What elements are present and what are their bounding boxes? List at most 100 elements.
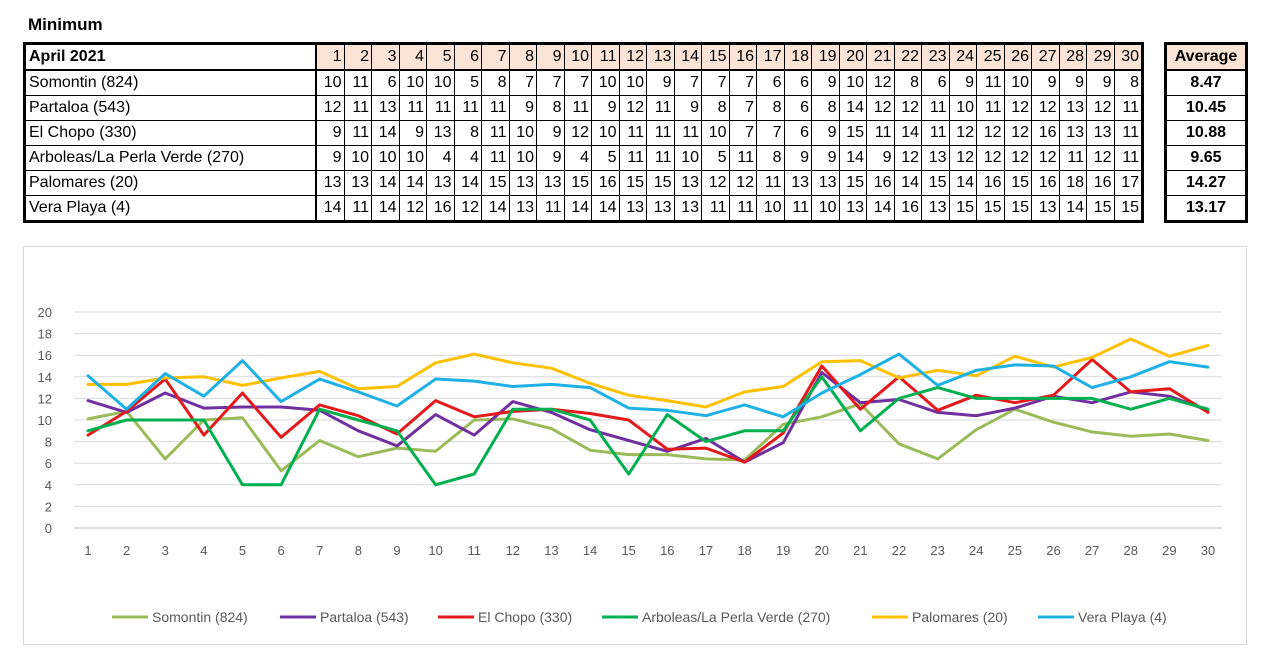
table-cell: 10 (426, 69, 455, 96)
day-header: 23 (921, 43, 950, 71)
table-cell: 14 (948, 170, 977, 196)
table-cell: 11 (481, 120, 510, 146)
table-cell: 15 (921, 170, 950, 196)
day-header: 30 (1113, 43, 1143, 71)
x-tick-label: 24 (969, 543, 983, 558)
table-cell: 11 (343, 95, 372, 121)
table-cell: 15 (1003, 195, 1032, 222)
table-row: Palomares (20) 13 13 14 14 13 14 15 13 13 15 16 15 15… (24, 170, 1143, 196)
table-cell: 9 (1058, 69, 1087, 96)
table-cell: 10 (838, 69, 867, 96)
table-cell: 15 (646, 170, 675, 196)
legend-label: El Chopo (330) (478, 609, 572, 625)
day-header: 14 (673, 43, 702, 71)
table-cell: 10 (315, 69, 345, 96)
series-line (86, 337, 1210, 409)
table-cell: 14 (866, 195, 895, 222)
table-cell: 13 (371, 95, 400, 121)
table-cell: 10 (371, 145, 400, 171)
table-cell: 10 (398, 145, 427, 171)
table-cell: 14 (838, 145, 867, 171)
table-cell: 7 (728, 95, 757, 121)
table-cell: 4 (453, 145, 482, 171)
y-tick-label: 10 (38, 413, 52, 428)
station-name: Vera Playa (4) (24, 195, 317, 222)
average-value: 9.65 (1165, 145, 1247, 171)
x-tick-label: 5 (239, 543, 246, 558)
table-cell: 11 (673, 120, 702, 146)
y-tick-label: 8 (45, 435, 52, 450)
day-header: 18 (783, 43, 812, 71)
x-tick-label: 14 (583, 543, 597, 558)
day-header: 12 (618, 43, 647, 71)
series-line (86, 352, 1210, 419)
table-cell: 11 (728, 145, 757, 171)
station-name: Somontin (824) (24, 69, 317, 96)
table-cell: 11 (481, 145, 510, 171)
table-cell: 12 (976, 145, 1005, 171)
table-cell: 13 (921, 195, 950, 222)
table-cell: 15 (948, 195, 977, 222)
table-cell: 13 (1058, 95, 1087, 121)
table-cell: 4 (426, 145, 455, 171)
table-cell: 12 (453, 195, 482, 222)
table-cell: 11 (976, 95, 1005, 121)
table-cell: 11 (1113, 120, 1143, 146)
table-cell: 10 (811, 195, 840, 222)
table-cell: 10 (398, 69, 427, 96)
day-header: 24 (948, 43, 977, 71)
table-cell: 13 (343, 170, 372, 196)
table-cell: 11 (646, 145, 675, 171)
table-cell: 16 (866, 170, 895, 196)
table-cell: 15 (1086, 195, 1115, 222)
day-header: 9 (536, 43, 565, 71)
x-tick-label: 13 (544, 543, 558, 558)
average-row: 10.88 (1165, 120, 1247, 146)
station-name: El Chopo (330) (24, 120, 317, 146)
table-cell: 9 (783, 145, 812, 171)
table-row: Partaloa (543) 12 11 13 11 11 11 11 9 8 11 9 12 11 9 8 7… (24, 95, 1143, 121)
table-cell: 14 (398, 170, 427, 196)
table-cell: 16 (976, 170, 1005, 196)
table-cell: 8 (1113, 69, 1143, 96)
day-header: 20 (838, 43, 867, 71)
table-cell: 13 (426, 170, 455, 196)
x-tick-label: 11 (467, 543, 481, 558)
x-tick-label: 6 (277, 543, 284, 558)
x-tick-label: 17 (699, 543, 713, 558)
table-cell: 6 (921, 69, 950, 96)
table-cell: 8 (811, 95, 840, 121)
day-header: 27 (1031, 43, 1060, 71)
table-cell: 12 (1031, 145, 1060, 171)
day-header: 13 (646, 43, 675, 71)
day-header: 3 (371, 43, 400, 71)
table-cell: 14 (838, 95, 867, 121)
y-tick-label: 4 (45, 478, 52, 493)
table-cell: 11 (563, 95, 592, 121)
y-tick-label: 12 (38, 391, 52, 406)
table-cell: 10 (591, 120, 620, 146)
table-cell: 12 (1086, 95, 1115, 121)
table-cell: 11 (1113, 95, 1143, 121)
table-cell: 5 (591, 145, 620, 171)
day-header: 6 (453, 43, 482, 71)
table-cell: 15 (618, 170, 647, 196)
month-label: April 2021 (24, 43, 317, 71)
table-cell: 13 (1031, 195, 1060, 222)
table-cell: 15 (1003, 170, 1032, 196)
legend-label: Vera Playa (4) (1078, 609, 1167, 625)
y-tick-label: 14 (38, 370, 52, 385)
table-cell: 11 (728, 195, 757, 222)
average-row: 10.45 (1165, 95, 1247, 121)
table-cell: 14 (371, 195, 400, 222)
table-cell: 11 (426, 95, 455, 121)
table-row: Somontin (824) 10 11 6 10 10 5 8 7 7 7 10 10 9 7 7 7 6 6 9 1… (24, 69, 1143, 96)
day-header: 16 (728, 43, 757, 71)
y-tick-label: 2 (45, 499, 52, 514)
table-cell: 13 (1086, 120, 1115, 146)
table-cell: 17 (1113, 170, 1143, 196)
table-cell: 9 (1086, 69, 1115, 96)
day-header: 10 (563, 43, 592, 71)
table-cell: 14 (481, 195, 510, 222)
